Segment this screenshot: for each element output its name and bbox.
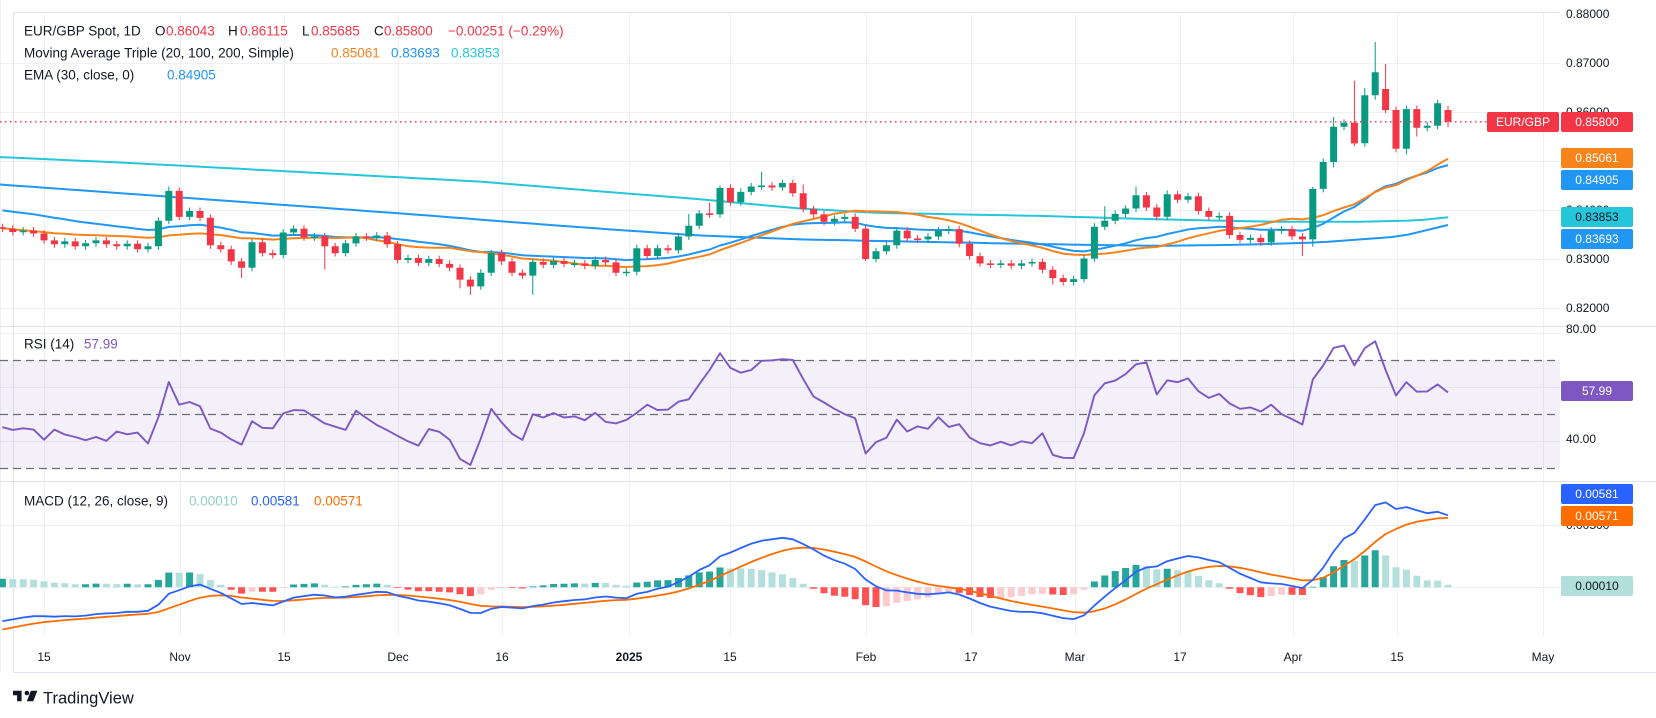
svg-text:17: 17 xyxy=(964,650,978,664)
svg-text:0.86043: 0.86043 xyxy=(166,24,215,39)
svg-text:57.99: 57.99 xyxy=(84,337,118,352)
svg-text:0.88000: 0.88000 xyxy=(1566,7,1610,21)
svg-text:0.00571: 0.00571 xyxy=(1575,509,1619,523)
svg-text:0.86115: 0.86115 xyxy=(240,24,288,39)
svg-text:Moving Average Triple (20, 100: Moving Average Triple (20, 100, 200, Sim… xyxy=(24,46,294,61)
svg-text:Apr: Apr xyxy=(1284,650,1303,664)
svg-text:0.85685: 0.85685 xyxy=(311,24,360,39)
svg-text:0.85061: 0.85061 xyxy=(331,46,380,61)
svg-text:80.00: 80.00 xyxy=(1566,322,1596,336)
svg-text:L: L xyxy=(302,24,310,39)
svg-text:0.00571: 0.00571 xyxy=(314,494,363,509)
svg-text:C: C xyxy=(374,24,384,39)
svg-text:0.00010: 0.00010 xyxy=(189,494,238,509)
svg-text:15: 15 xyxy=(723,650,737,664)
svg-text:0.83000: 0.83000 xyxy=(1566,252,1610,266)
svg-text:0.83693: 0.83693 xyxy=(1575,232,1619,246)
svg-text:EUR/GBP Spot, 1D: EUR/GBP Spot, 1D xyxy=(24,24,141,39)
svg-text:0.00581: 0.00581 xyxy=(1575,487,1619,501)
svg-text:15: 15 xyxy=(37,650,51,664)
svg-text:15: 15 xyxy=(277,650,291,664)
svg-text:15: 15 xyxy=(1390,650,1404,664)
svg-text:0.85061: 0.85061 xyxy=(1575,151,1619,165)
svg-text:H: H xyxy=(228,24,238,39)
svg-text:RSI (14): RSI (14) xyxy=(24,337,74,352)
svg-text:EMA (30, close, 0): EMA (30, close, 0) xyxy=(24,68,134,83)
svg-text:0.83853: 0.83853 xyxy=(451,46,500,61)
svg-text:May: May xyxy=(1532,650,1555,664)
svg-text:40.00: 40.00 xyxy=(1566,432,1596,446)
svg-text:0.85800: 0.85800 xyxy=(384,24,433,39)
svg-text:MACD (12, 26, close, 9): MACD (12, 26, close, 9) xyxy=(24,494,168,509)
svg-text:0.87000: 0.87000 xyxy=(1566,56,1610,70)
svg-text:−0.00251 (−0.29%): −0.00251 (−0.29%) xyxy=(448,24,564,39)
svg-text:Dec: Dec xyxy=(387,650,408,664)
svg-text:Feb: Feb xyxy=(856,650,877,664)
svg-text:16: 16 xyxy=(495,650,509,664)
svg-text:2025: 2025 xyxy=(616,650,643,664)
svg-text:0.83853: 0.83853 xyxy=(1575,210,1619,224)
svg-text:Nov: Nov xyxy=(169,650,190,664)
svg-text:57.99: 57.99 xyxy=(1582,384,1612,398)
svg-text:17: 17 xyxy=(1173,650,1187,664)
svg-text:0.84905: 0.84905 xyxy=(167,68,216,83)
svg-text:0.85800: 0.85800 xyxy=(1575,115,1619,129)
svg-text:0.84905: 0.84905 xyxy=(1575,173,1619,187)
svg-text:Mar: Mar xyxy=(1065,650,1086,664)
svg-text:O: O xyxy=(155,24,166,39)
svg-text:0.83693: 0.83693 xyxy=(391,46,440,61)
svg-text:0.00581: 0.00581 xyxy=(251,494,300,509)
svg-text:0.82000: 0.82000 xyxy=(1566,301,1610,315)
svg-text:TradingView: TradingView xyxy=(43,689,134,707)
svg-text:0.00010: 0.00010 xyxy=(1575,579,1619,593)
svg-text:EUR/GBP: EUR/GBP xyxy=(1496,115,1550,129)
